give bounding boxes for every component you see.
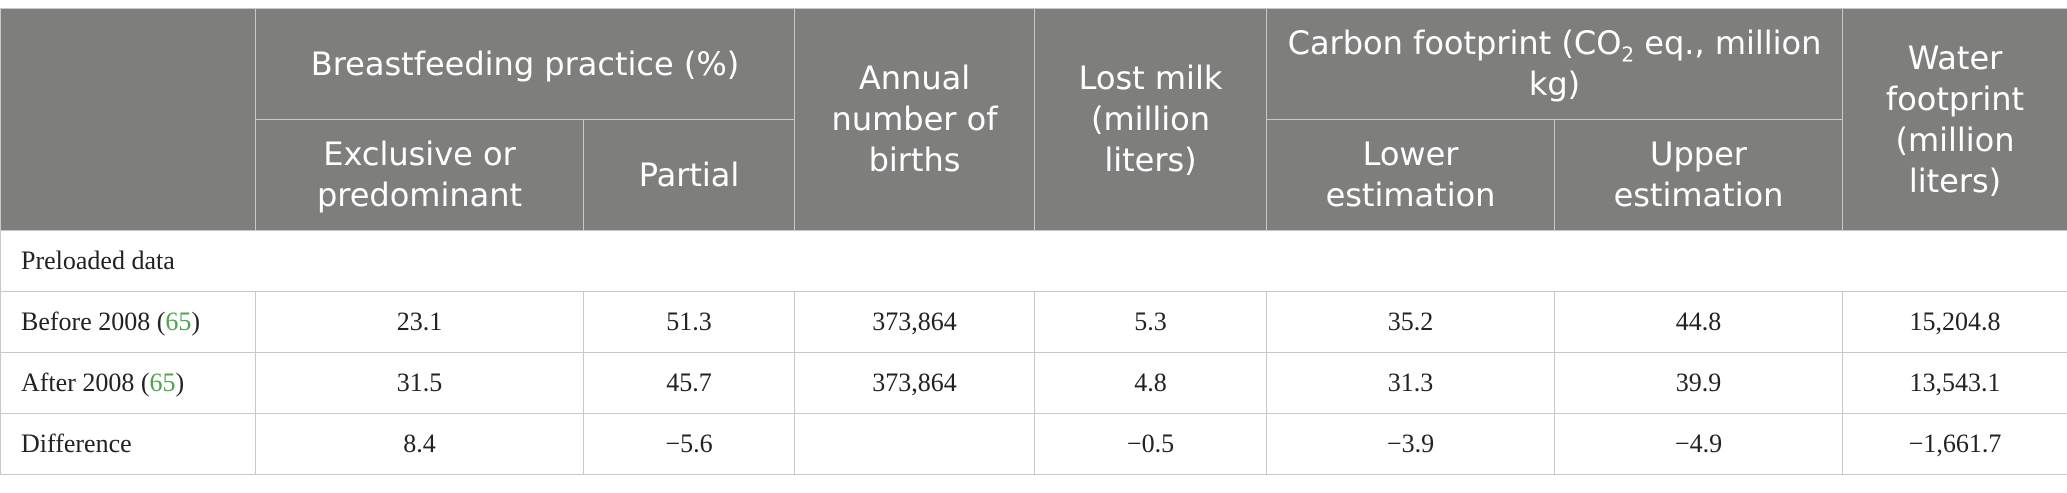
row-label-end: ) [175,368,185,397]
cell-upper: 39.9 [1554,352,1843,414]
cell-births: 373,864 [794,291,1035,353]
header-partial: Partial [583,119,795,231]
cell-exclusive: 31.5 [255,352,584,414]
header-empty-cell [0,8,256,231]
header-breastfeeding-practice: Breastfeeding practice (%) [255,8,795,120]
section-row: Preloaded data [0,230,2067,292]
table-row: Difference 8.4 −5.6 −0.5 −3.9 −4.9 −1,66… [0,413,2067,475]
header-upper-estimation: Upper estimation [1554,119,1843,231]
cell-partial: 45.7 [583,352,795,414]
table-row: After 2008 (65) 31.5 45.7 373,864 4.8 31… [0,352,2067,414]
header-annual-births: Annual number of births [794,8,1035,231]
cell-births [794,413,1035,475]
header-carbon-footprint: Carbon footprint (CO2 eq., million kg) [1266,8,1843,120]
cell-upper: −4.9 [1554,413,1843,475]
row-label-text: Before 2008 ( [21,307,166,336]
footprint-table: Breastfeeding practice (%) Annual number… [0,8,2067,475]
cell-exclusive: 23.1 [255,291,584,353]
carbon-title-subscript: 2 [1621,42,1635,67]
row-label-text: After 2008 ( [21,368,150,397]
cell-lost-milk: −0.5 [1034,413,1267,475]
header-lost-milk: Lost milk (million liters) [1034,8,1267,231]
table-body: Preloaded data Before 2008 (65) 23.1 51.… [0,230,2067,475]
carbon-title-prefix: Carbon footprint (CO [1287,24,1622,62]
reference-link[interactable]: 65 [149,368,176,397]
header-exclusive: Exclusive or predominant [255,119,584,231]
table-header: Breastfeeding practice (%) Annual number… [0,8,2067,231]
cell-lost-milk: 5.3 [1034,291,1267,353]
row-label: Before 2008 (65) [0,291,256,353]
cell-births: 373,864 [794,352,1035,414]
cell-lower: 35.2 [1266,291,1555,353]
header-water-footprint: Water footprint (million liters) [1842,8,2067,231]
carbon-title-suffix: eq., million kg) [1528,24,1822,103]
cell-lower: 31.3 [1266,352,1555,414]
cell-water: −1,661.7 [1842,413,2067,475]
section-label: Preloaded data [0,230,2067,292]
cell-lost-milk: 4.8 [1034,352,1267,414]
row-label: Difference [0,413,256,475]
cell-water: 15,204.8 [1842,291,2067,353]
cell-partial: −5.6 [583,413,795,475]
row-label: After 2008 (65) [0,352,256,414]
header-lower-estimation: Lower estimation [1266,119,1555,231]
table-row: Before 2008 (65) 23.1 51.3 373,864 5.3 3… [0,291,2067,353]
cell-upper: 44.8 [1554,291,1843,353]
cell-exclusive: 8.4 [255,413,584,475]
cell-lower: −3.9 [1266,413,1555,475]
reference-link[interactable]: 65 [165,307,192,336]
row-label-end: ) [191,307,201,336]
cell-partial: 51.3 [583,291,795,353]
cell-water: 13,543.1 [1842,352,2067,414]
